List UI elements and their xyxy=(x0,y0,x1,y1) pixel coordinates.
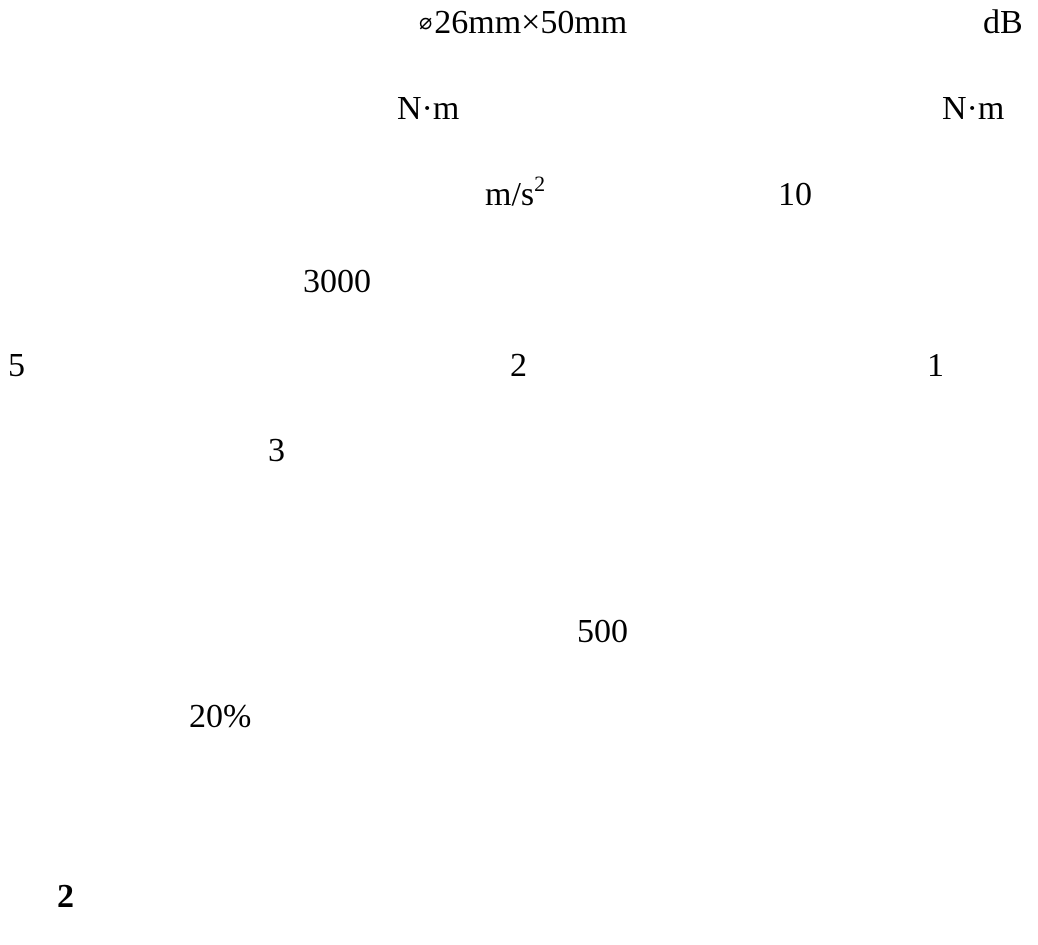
torque-unit-2: N·m xyxy=(942,90,1005,127)
torque-unit-1: N·m xyxy=(397,90,460,127)
value-20-percent: 20% xyxy=(189,698,252,735)
value-3000: 3000 xyxy=(303,263,371,300)
value-2: 2 xyxy=(510,347,527,384)
diameter-symbol: ⌀ xyxy=(419,9,433,34)
dimension-text: ⌀26mm×50mm xyxy=(419,3,627,46)
value-500: 500 xyxy=(577,613,628,650)
unit-db: dB xyxy=(983,4,1023,41)
dimension-value: 26mm×50mm xyxy=(434,4,628,41)
acceleration-unit: m/s2 xyxy=(485,172,545,215)
value-10: 10 xyxy=(778,176,812,213)
value-1: 1 xyxy=(927,347,944,384)
page-number: 2 xyxy=(57,878,74,915)
value-3: 3 xyxy=(268,432,285,469)
acceleration-unit-base: m/s xyxy=(485,176,535,213)
value-5: 5 xyxy=(8,347,25,384)
acceleration-unit-exponent: 2 xyxy=(534,170,546,196)
